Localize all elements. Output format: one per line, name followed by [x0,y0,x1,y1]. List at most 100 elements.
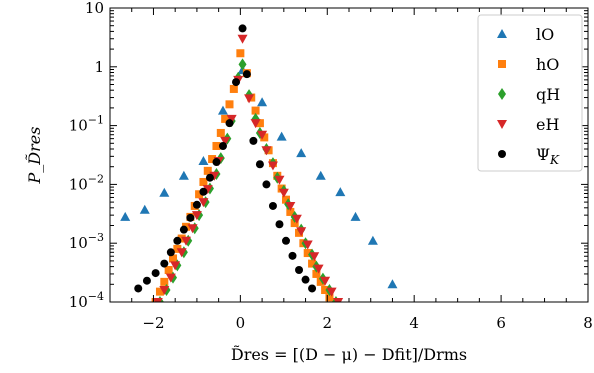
data-point [139,204,150,214]
legend-entry: hO [498,55,559,74]
data-point [169,254,178,263]
data-point [221,114,230,123]
y-tick-label: 10 [85,0,104,17]
data-point [191,211,202,221]
data-point [216,128,225,137]
legend-marker [497,29,507,38]
axis-labels: D̃res = [(D − μ) − Dfit]/Drms P_D̃res [25,127,467,364]
data-point [296,227,307,237]
data-point [268,201,277,210]
data-point [333,298,344,302]
data-point [177,234,186,243]
data-point [236,49,245,58]
legend-label: qH [536,85,560,104]
data-point [186,213,195,222]
legend-label: lO [536,25,554,44]
data-point [350,211,361,221]
legend-marker [498,60,506,68]
data-point [218,141,227,150]
series-0 [120,65,398,289]
data-point [225,119,234,128]
series-4 [134,24,317,293]
data-point [301,275,310,284]
data-point [242,70,251,79]
data-point [152,298,163,302]
x-tick-label: −2 [142,314,164,332]
data-point [367,235,378,245]
data-point [261,146,272,156]
data-point [232,78,241,87]
data-point [255,119,264,128]
data-point [142,276,151,285]
data-point [202,185,213,195]
data-point [203,166,212,175]
data-point [303,249,312,258]
data-point [217,105,228,115]
data-point [212,158,221,167]
data-point [291,214,302,224]
data-point [155,287,164,296]
legend-entry: lO [497,25,554,44]
data-point [302,240,313,250]
data-point [220,136,231,146]
data-point [275,220,284,229]
data-point [285,201,296,211]
data-point [205,173,214,182]
data-point [209,171,220,181]
data-point [262,180,271,189]
legend-marker [498,150,506,158]
data-point [249,136,258,145]
data-point [208,155,217,164]
data-point [244,94,255,104]
data-point [281,195,290,204]
data-point [198,198,209,208]
series-1 [151,49,340,302]
x-tick-label: 4 [409,314,419,332]
data-point [237,34,248,44]
legend-box [477,14,583,172]
data-point [308,259,317,268]
data-point [274,175,285,185]
data-point [229,84,238,93]
data-point [199,177,208,186]
data-point [173,236,182,245]
data-point [276,131,287,141]
x-tick-label: 2 [322,314,332,332]
data-point [257,130,268,140]
data-point [120,211,131,221]
x-tick-label: 8 [583,314,593,332]
y-axis-label: P_D̃res [25,127,44,185]
data-point [165,273,176,283]
legend-entry: eH [497,115,559,134]
data-point [260,133,269,142]
x-tick-label: 0 [236,314,246,332]
data-point [313,264,324,274]
data-point [257,97,268,107]
data-point [198,156,209,166]
x-axis-label: D̃res = [(D − μ) − Dfit]/Drms [231,345,467,364]
data-point [199,187,208,196]
data-point [251,106,260,115]
data-point [309,252,320,262]
data-point [295,228,304,237]
data-point [335,187,346,197]
plot-marks [120,24,398,302]
data-point [192,200,201,209]
data-point [296,148,307,158]
data-point [166,248,175,257]
series-3 [152,34,344,302]
legend-label: eH [536,115,559,134]
y-tick-label: 1 [94,58,104,76]
data-point [325,293,334,302]
data-point [290,219,299,228]
data-point [160,259,169,268]
data-point [286,207,295,216]
data-point [225,100,234,109]
data-point [267,161,278,171]
data-point [320,276,331,286]
data-point [176,248,187,258]
data-point [212,141,221,150]
